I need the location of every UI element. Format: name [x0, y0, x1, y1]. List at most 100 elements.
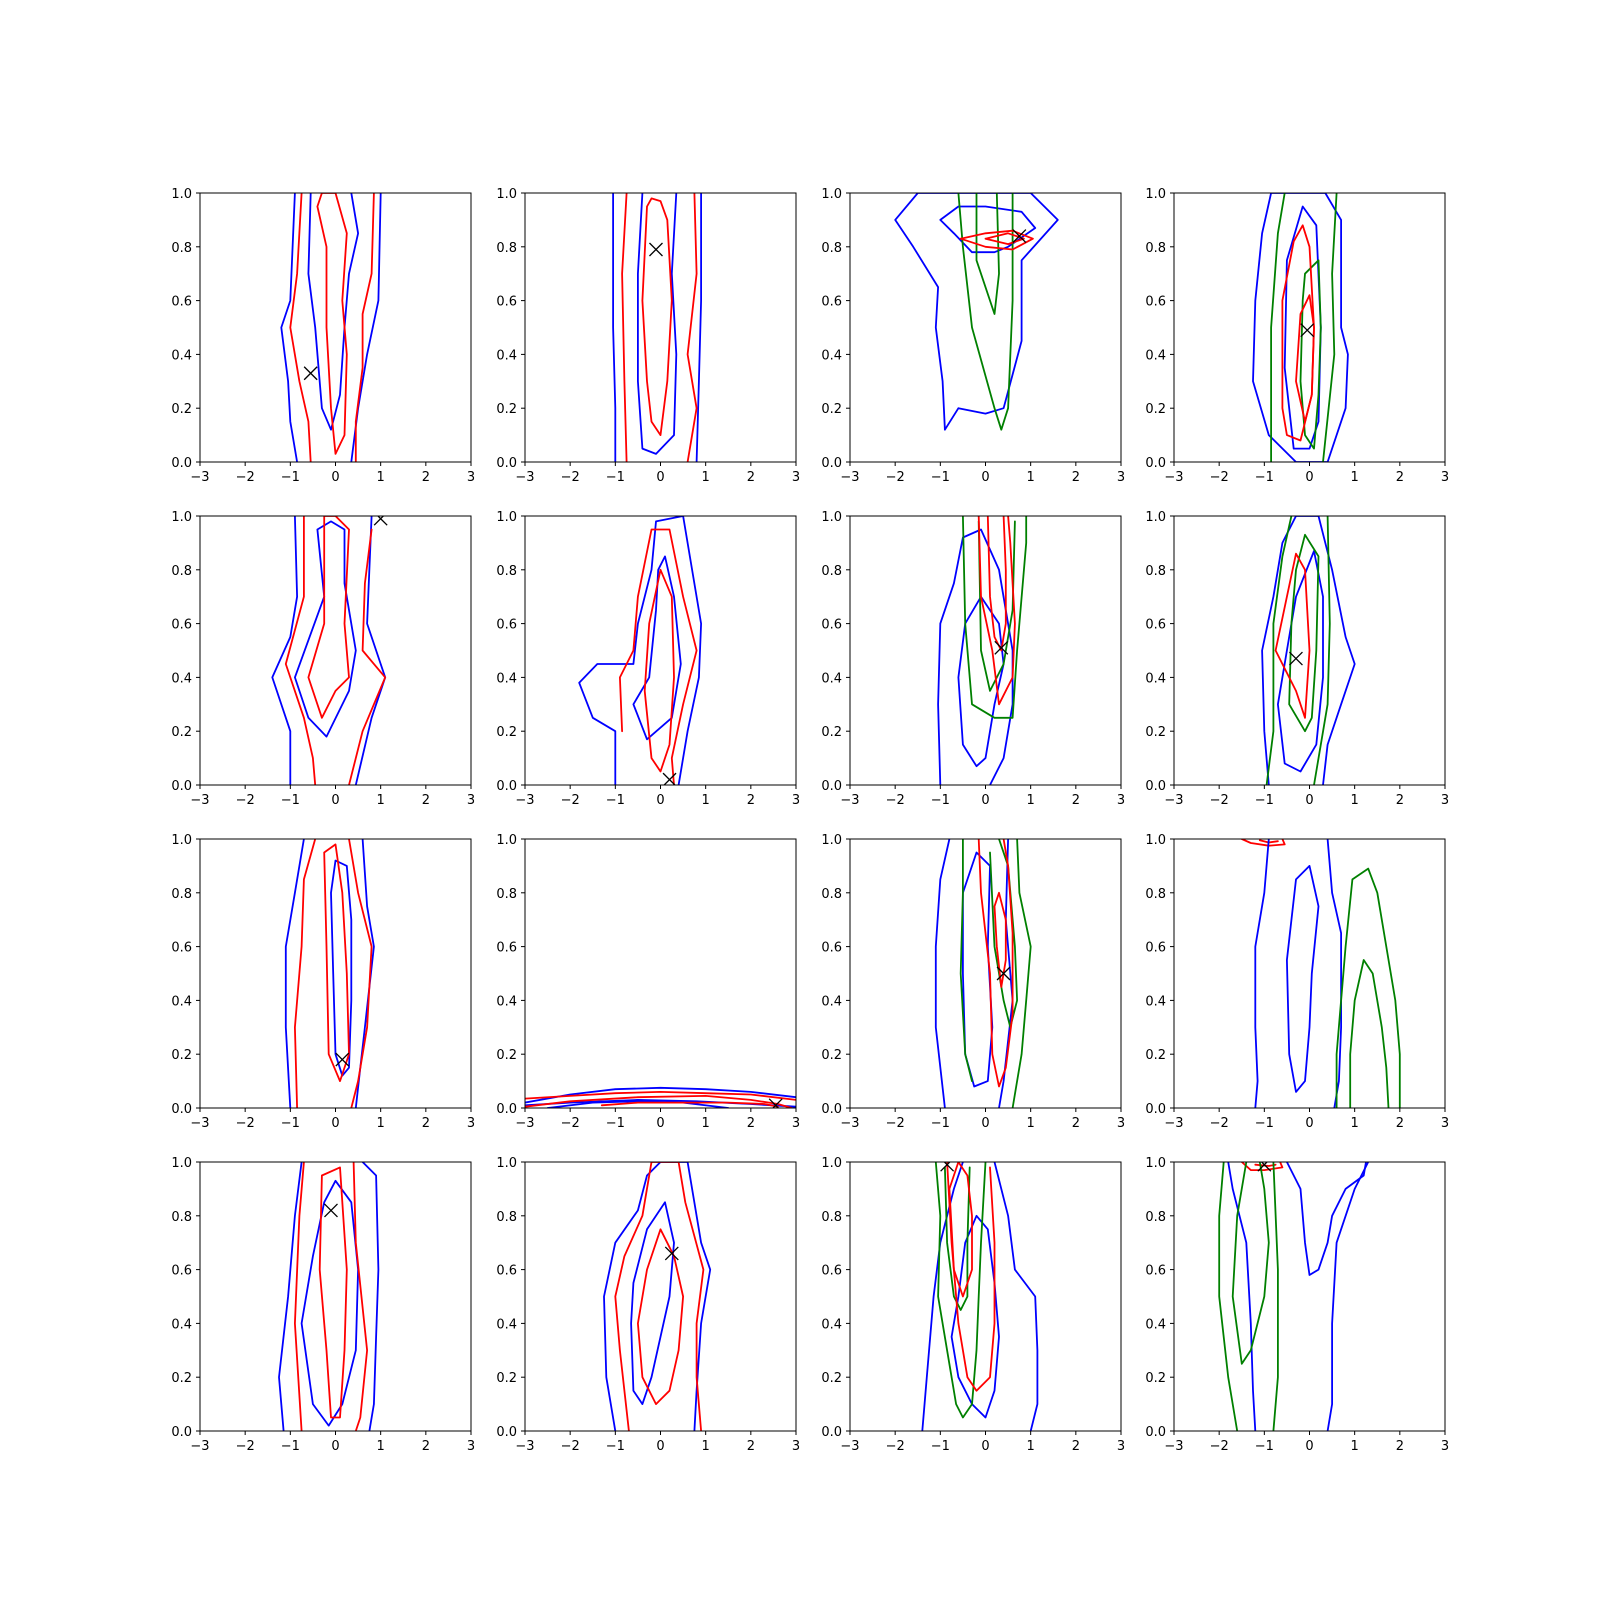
- x-tick-label: 2: [422, 1116, 430, 1131]
- marker-stroke: [1300, 323, 1315, 338]
- plot-area: [284, 839, 375, 1108]
- contour-line-blue: [939, 205, 1037, 254]
- contour-line-red: [643, 568, 675, 773]
- contour-line-red: [993, 891, 1007, 988]
- y-tick-label: 0.2: [821, 402, 842, 417]
- x-tick-label: 0: [656, 470, 664, 485]
- y-tick-label: 0.2: [496, 725, 517, 740]
- marker-stroke: [324, 1203, 338, 1218]
- plot-area: [894, 193, 1059, 431]
- x-tick-label: −1: [281, 470, 300, 485]
- y-tick-label: 0.8: [1145, 564, 1166, 579]
- contour-line-blue: [630, 1201, 675, 1405]
- contour-line-red: [977, 839, 1014, 1088]
- x-tick-label: 3: [467, 1116, 475, 1131]
- marker-x: [1288, 651, 1303, 666]
- x-tick-label: 3: [792, 470, 800, 485]
- contour-line-red: [289, 193, 312, 462]
- y-tick-label: 0.2: [496, 1371, 517, 1386]
- x-tick-label: −2: [1210, 1439, 1229, 1454]
- x-tick-label: −1: [606, 793, 625, 808]
- x-tick-label: 3: [792, 1439, 800, 1454]
- contour-line-blue: [354, 839, 375, 1108]
- y-tick-label: 0.4: [821, 671, 842, 686]
- x-tick-label: −3: [1164, 1439, 1183, 1454]
- x-tick-label: 0: [331, 1116, 339, 1131]
- contour-line-green: [957, 193, 1014, 431]
- marker-x: [303, 366, 318, 381]
- axes-frame: [199, 838, 472, 1109]
- subplot-3-1: −3 −2 −1 0 1 2 3 0.0 0.2 0.4 0.6 0.8 1.0: [171, 833, 475, 1131]
- y-tick-label: 0.2: [821, 725, 842, 740]
- y-tick-label: 0.6: [496, 941, 517, 956]
- contour-line-red: [614, 1162, 705, 1431]
- x-tick-label: −1: [606, 470, 625, 485]
- y-tick-label: 0.6: [171, 941, 192, 956]
- y-tick-label: 0.6: [1145, 295, 1166, 310]
- x-tick-label: 2: [1072, 1439, 1080, 1454]
- y-tick-label: 0.2: [1145, 1048, 1166, 1063]
- y-tick-label: 0.4: [496, 671, 517, 686]
- x-tick-label: 1: [1351, 1439, 1359, 1454]
- contour-line-blue: [546, 1100, 730, 1108]
- y-tick-label: 0.2: [1145, 402, 1166, 417]
- marker-stroke: [1288, 651, 1303, 666]
- contour-line-green: [1349, 959, 1390, 1108]
- x-tick-label: 3: [1441, 1116, 1449, 1131]
- axes-frame: [524, 838, 797, 1109]
- contour-line-blue: [1286, 1162, 1367, 1276]
- x-tick-label: −2: [236, 793, 255, 808]
- x-tick-label: −2: [561, 470, 580, 485]
- contour-line-green: [1322, 193, 1338, 462]
- x-tick-label: −3: [515, 1439, 534, 1454]
- x-tick-label: 0: [981, 793, 989, 808]
- x-tick-label: 0: [1305, 1116, 1313, 1131]
- x-tick-label: 2: [422, 1439, 430, 1454]
- x-tick-label: −3: [515, 470, 534, 485]
- contour-line-blue: [280, 193, 298, 462]
- plot-area: [1252, 193, 1349, 462]
- contour-line-green: [1288, 533, 1320, 733]
- y-tick-label: 0.6: [821, 618, 842, 633]
- marker-x: [996, 966, 1011, 981]
- contour-line-blue: [361, 1162, 380, 1431]
- axes-frame: [849, 1161, 1122, 1432]
- x-tick-label: −2: [886, 1439, 905, 1454]
- y-tick-label: 0.0: [1145, 456, 1166, 471]
- contour-line-blue: [921, 1162, 964, 1431]
- contour-line-red: [984, 232, 1025, 245]
- axes-frame: [1173, 838, 1446, 1109]
- contour-line-green: [1335, 867, 1401, 1108]
- y-tick-label: 0.8: [171, 887, 192, 902]
- axes-frame: [199, 192, 472, 463]
- y-tick-label: 1.0: [496, 833, 517, 848]
- x-tick-label: 2: [747, 1116, 755, 1131]
- x-tick-label: −2: [1210, 1116, 1229, 1131]
- x-tick-label: −2: [886, 793, 905, 808]
- contour-line-blue: [993, 1162, 1039, 1431]
- y-tick-label: 0.2: [171, 402, 192, 417]
- x-tick-label: −3: [190, 793, 209, 808]
- x-tick-label: 1: [1351, 793, 1359, 808]
- contour-line-blue: [1286, 865, 1320, 1093]
- y-tick-label: 0.0: [1145, 1425, 1166, 1440]
- y-tick-label: 0.2: [171, 1048, 192, 1063]
- contour-line-green: [962, 516, 1028, 719]
- x-tick-label: 1: [377, 1439, 385, 1454]
- y-tick-label: 0.0: [821, 779, 842, 794]
- y-tick-label: 0.6: [496, 1264, 517, 1279]
- marker-x: [324, 1203, 338, 1218]
- subplot-3-2: −3 −2 −1 0 1 2 3 0.0 0.2 0.4 0.6 0.8 1.0: [496, 833, 800, 1131]
- x-tick-label: −3: [1164, 1116, 1183, 1131]
- y-tick-label: 0.0: [821, 1102, 842, 1117]
- x-tick-label: −3: [840, 470, 859, 485]
- y-tick-label: 0.8: [1145, 241, 1166, 256]
- y-tick-label: 0.8: [171, 1210, 192, 1225]
- axes-frame: [849, 515, 1122, 786]
- y-tick-label: 1.0: [821, 187, 842, 202]
- x-tick-label: 1: [702, 1439, 710, 1454]
- plot-area: [612, 193, 702, 462]
- subplot-1-1: −3 −2 −1 0 1 2 3 0.0 0.2 0.4 0.6 0.8 1.0: [171, 187, 475, 485]
- y-tick-label: 0.0: [171, 1425, 192, 1440]
- plot-area: [1218, 1162, 1370, 1431]
